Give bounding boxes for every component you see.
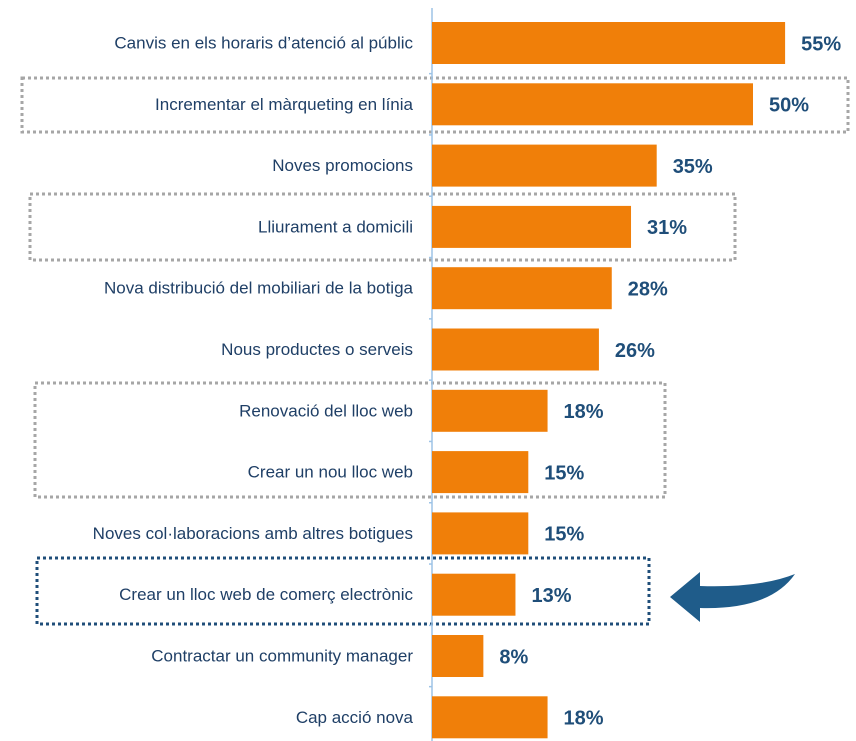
category-label: Incrementar el màrqueting en línia [155,95,414,114]
bar [432,83,753,126]
highlight-box [28,192,737,262]
bar [432,451,529,494]
category-label: Nous productes o serveis [221,340,413,359]
data-label: 31% [647,217,687,239]
bar [432,267,612,310]
arrow [670,572,795,622]
bar [432,22,786,64]
data-label: 50% [769,95,809,117]
bar [432,205,632,248]
bar [432,635,484,677]
category-label: Nova distribució del mobiliari de la bot… [104,279,414,298]
data-label: 15% [544,462,584,484]
highlight-box [20,76,850,134]
category-label: Crear un lloc web de comerç electrònic [119,585,413,604]
data-label: 55% [801,33,841,55]
category-label: Noves promocions [272,156,413,175]
category-label: Crear un nou lloc web [248,463,413,482]
bar [432,328,599,371]
highlight-box [35,556,651,626]
bar [432,696,548,739]
bar [432,144,657,187]
category-label: Noves col·laboracions amb altres botigue… [93,524,413,543]
category-label: Renovació del lloc web [239,401,413,420]
data-label: 35% [673,156,713,178]
category-label: Contractar un community manager [151,646,413,665]
data-label: 18% [564,708,604,730]
data-label: 8% [499,646,528,668]
data-label: 26% [615,340,655,362]
bar [432,389,548,432]
data-label: 18% [564,401,604,423]
category-label: Canvis en els horaris d’atenció al públi… [114,33,413,52]
data-label: 28% [628,278,668,300]
data-label: 13% [531,585,571,607]
highlight-box [33,381,667,499]
category-label: Lliurament a domicili [258,217,413,236]
bar [432,573,516,616]
bar [432,512,529,555]
data-label: 15% [544,524,584,546]
category-label: Cap acció nova [296,708,414,727]
